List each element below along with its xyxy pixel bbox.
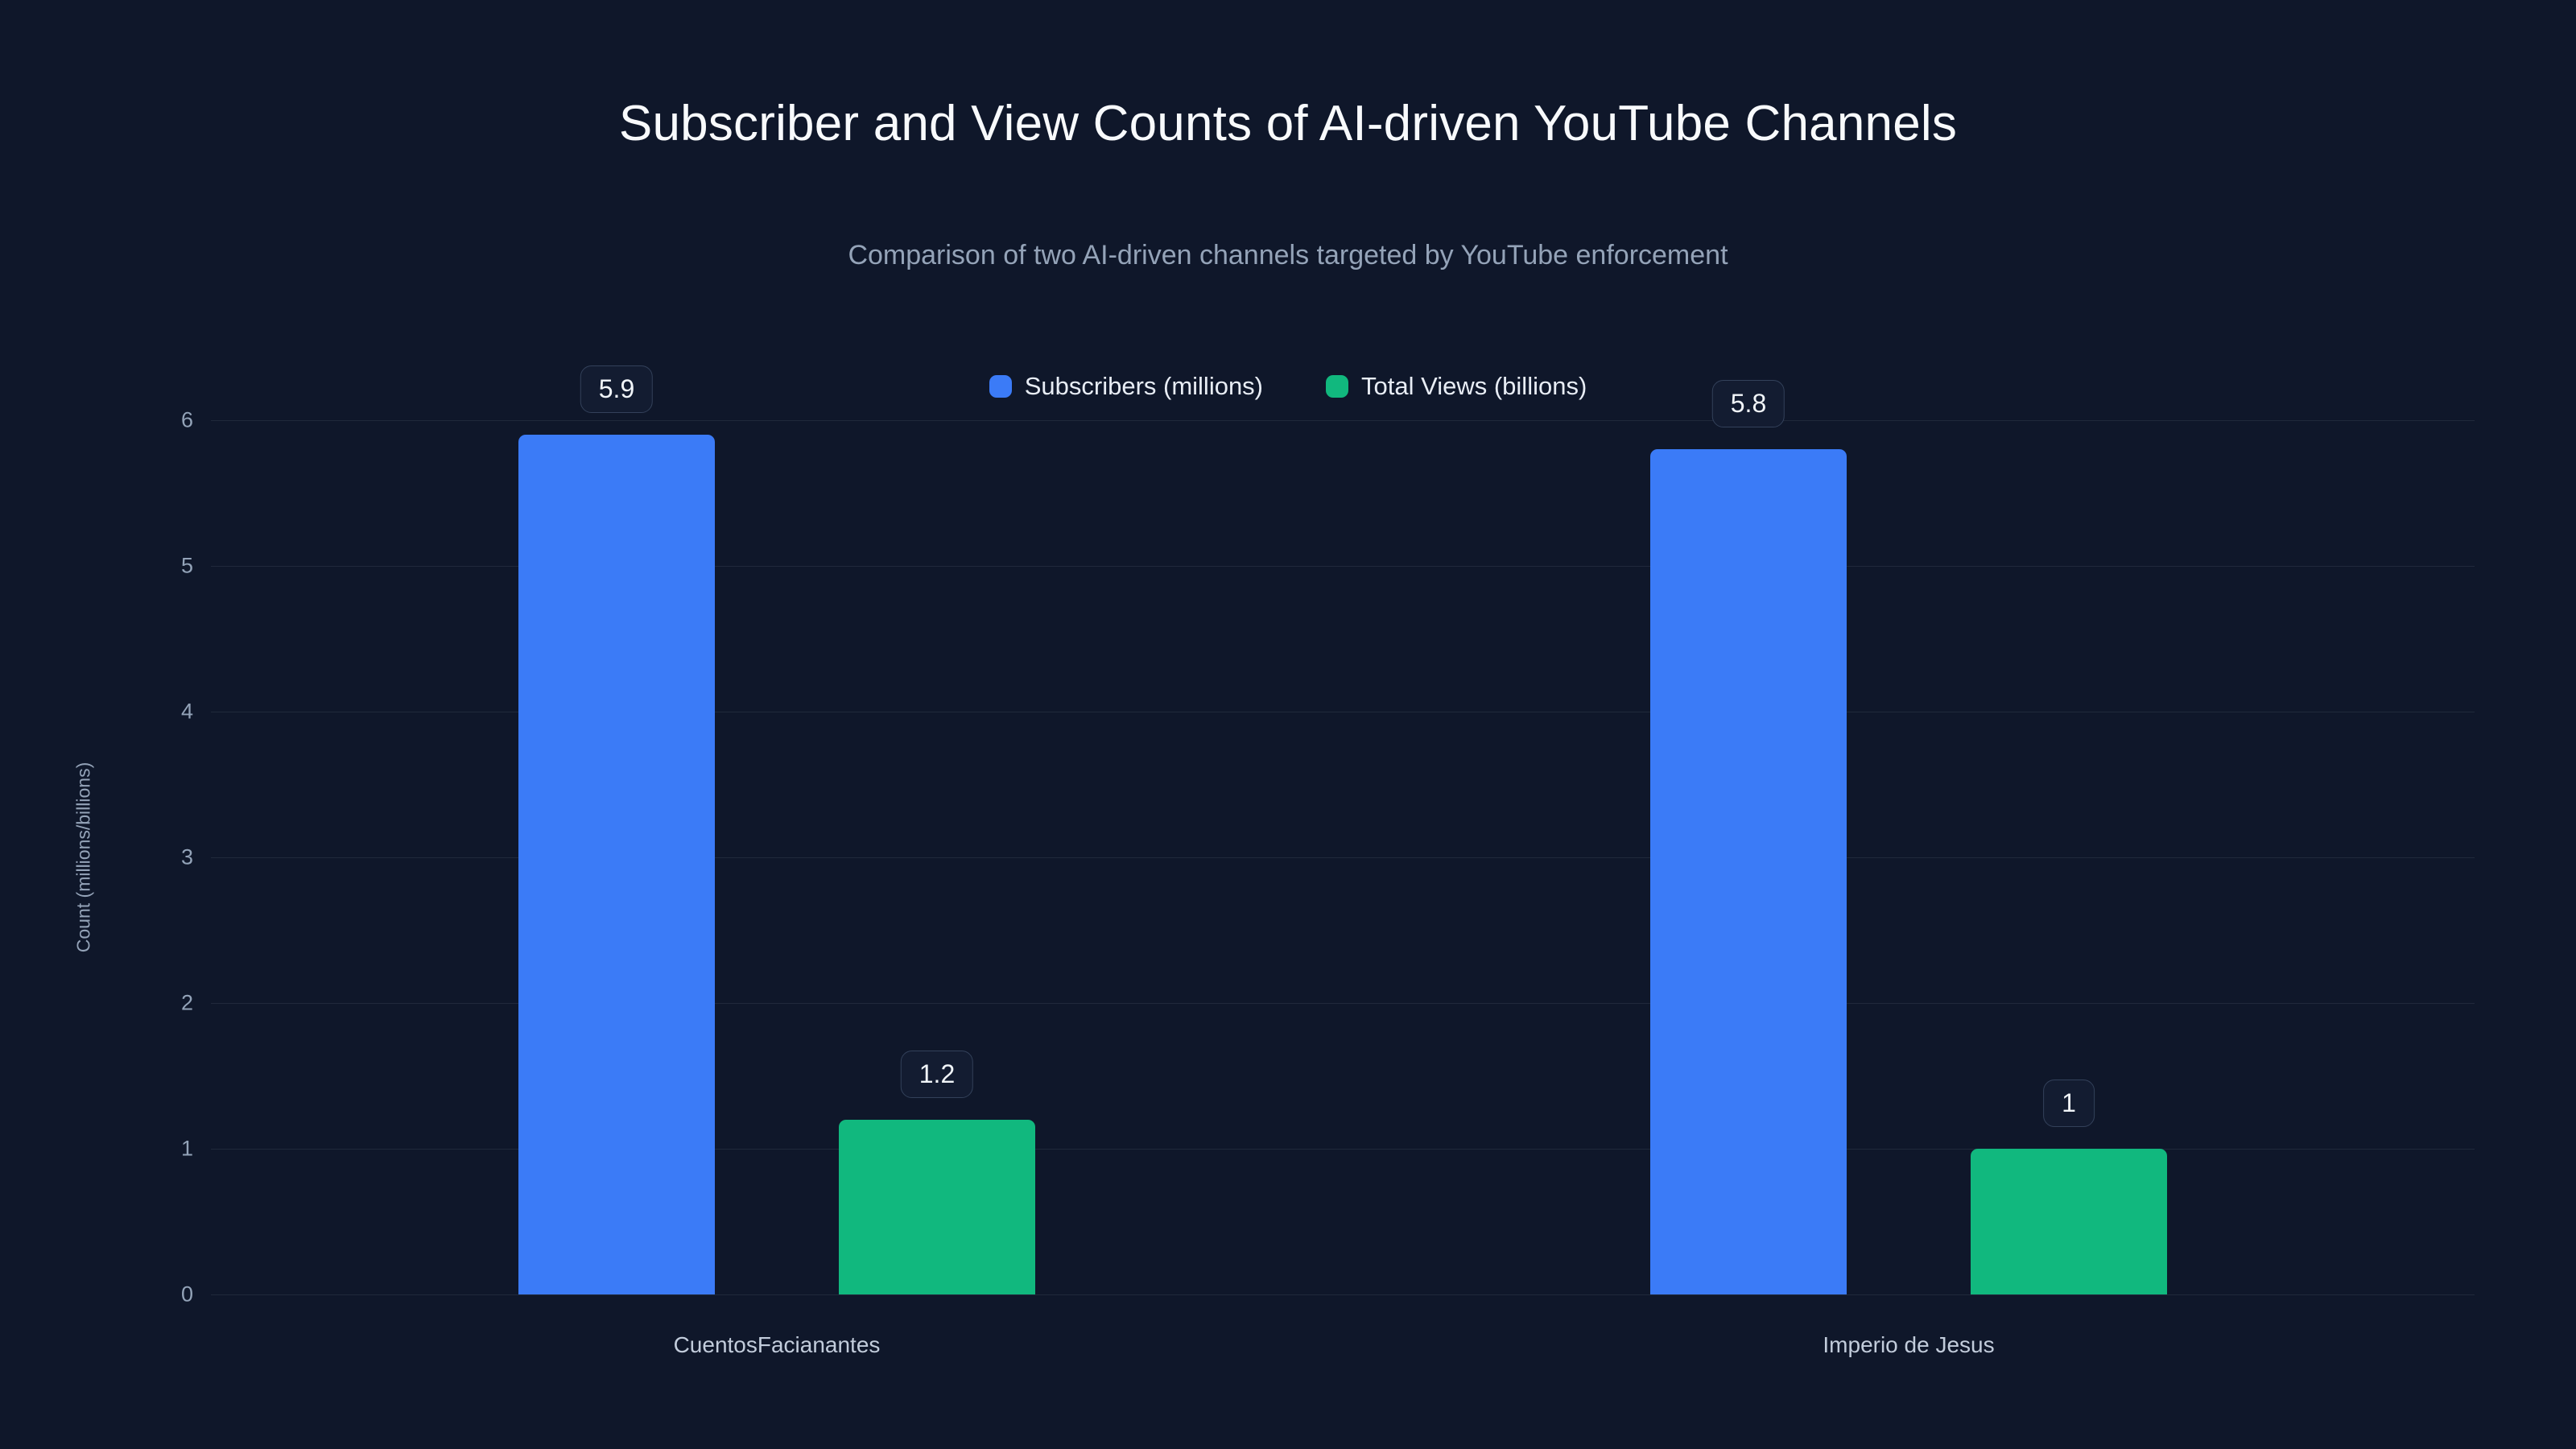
legend-swatch-icon <box>989 375 1012 398</box>
gridline <box>211 566 2475 567</box>
gridline <box>211 1149 2475 1150</box>
y-axis-tick-label: 3 <box>180 844 193 869</box>
bar-value-label: 5.8 <box>1711 380 1785 427</box>
gridline <box>211 420 2475 421</box>
bar-0-0[interactable] <box>518 435 715 1294</box>
gridline <box>211 857 2475 858</box>
bar-value-label: 1.2 <box>900 1050 974 1098</box>
legend-item-label: Subscribers (millions) <box>1024 372 1264 400</box>
bar-1-0[interactable] <box>1650 449 1847 1294</box>
bar-0-1[interactable] <box>839 1119 1035 1294</box>
y-axis-title: Count (millions/billions) <box>72 762 94 953</box>
y-axis-tick-label: 1 <box>180 1136 193 1161</box>
gridline <box>211 1294 2475 1295</box>
chart-legend: Subscribers (millions) Total Views (billi… <box>0 372 2576 401</box>
y-axis-tick-label: 2 <box>180 990 193 1015</box>
chart-subtitle: Comparison of two AI-driven channels tar… <box>848 240 1728 270</box>
y-axis-tick-label: 0 <box>180 1282 193 1307</box>
y-axis-tick-label: 4 <box>180 699 193 724</box>
y-axis-tick-label: 6 <box>180 407 193 432</box>
legend-item-0[interactable]: Subscribers (millions) <box>989 372 1263 401</box>
legend-swatch-icon <box>1326 375 1349 398</box>
gridline <box>211 1003 2475 1004</box>
y-axis-tick-label: 5 <box>180 553 193 578</box>
y-axis-tick-labels: 0 1 2 3 4 5 6 <box>145 408 193 1307</box>
bar-1-1[interactable] <box>1971 1149 2167 1294</box>
legend-item-1[interactable]: Total Views (billions) <box>1326 372 1587 401</box>
chart-title: Subscriber and View Counts of AI-driven … <box>618 96 1958 151</box>
bar-value-label: 5.9 <box>580 365 654 413</box>
x-axis-category-label: Imperio de Jesus <box>1823 1332 1995 1357</box>
plot-area <box>211 420 2475 1295</box>
legend-item-label: Total Views (billions) <box>1361 372 1587 400</box>
bar-value-label: 1 <box>2043 1080 2095 1127</box>
x-axis-category-label: CuentosFacianantes <box>673 1332 881 1357</box>
